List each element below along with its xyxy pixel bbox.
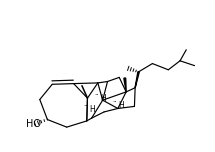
Text: H: H — [89, 105, 95, 114]
Text: ··: ·· — [113, 99, 117, 105]
Polygon shape — [135, 72, 139, 88]
Text: ··: ·· — [95, 92, 99, 98]
Polygon shape — [124, 78, 126, 92]
Text: H: H — [118, 101, 124, 110]
Text: H: H — [101, 94, 106, 103]
Text: HO: HO — [26, 119, 41, 129]
Text: ··: ·· — [84, 103, 88, 109]
